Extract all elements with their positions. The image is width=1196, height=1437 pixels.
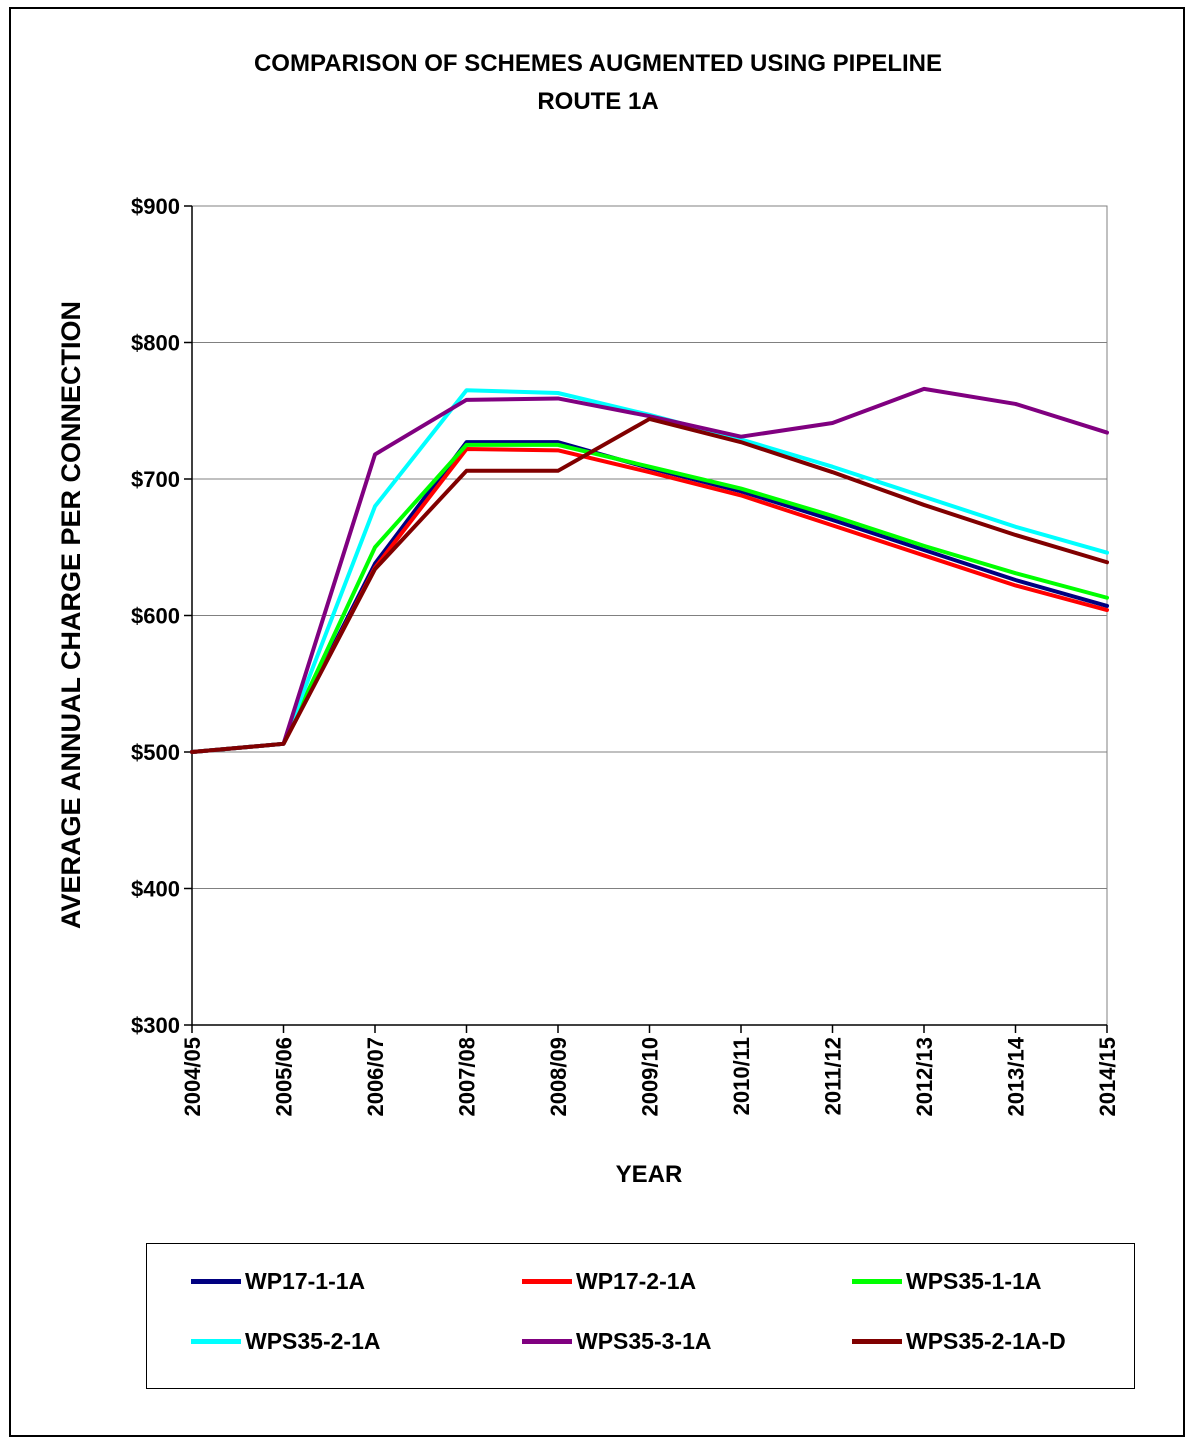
y-tick-label: $400	[131, 877, 180, 902]
series-line	[190, 442, 1109, 754]
legend-label: WPS35-3-1A	[576, 1327, 712, 1354]
legend-item: WPS35-1-1A	[852, 1266, 1041, 1296]
x-tick-label: 2005/06	[272, 1037, 297, 1117]
legend-item: WP17-2-1A	[522, 1266, 696, 1296]
legend-swatch	[852, 1338, 902, 1344]
series-line	[190, 386, 1109, 754]
y-tick-label: $600	[131, 604, 180, 629]
chart-frame	[9, 7, 1185, 1437]
y-tick-label: $900	[131, 194, 180, 219]
legend-swatch	[191, 1338, 241, 1344]
x-tick-label: 2008/09	[546, 1037, 571, 1117]
y-tick-label: $800	[131, 331, 180, 356]
legend-swatch	[852, 1278, 902, 1284]
legend-item: WPS35-2-1A-D	[852, 1326, 1066, 1356]
x-tick-label: 2014/15	[1095, 1037, 1120, 1117]
legend-swatch	[191, 1278, 241, 1284]
chart-title-line-1: COMPARISON OF SCHEMES AUGMENTED USING PI…	[253, 50, 943, 77]
x-tick-label: 2004/05	[180, 1037, 205, 1117]
x-tick-label: 2010/11	[729, 1037, 754, 1115]
legend-item: WPS35-3-1A	[522, 1326, 711, 1356]
x-axis-label: YEAR	[616, 1161, 683, 1188]
x-tick-label: 2009/10	[638, 1037, 663, 1117]
legend-label: WPS35-2-1A	[245, 1327, 381, 1354]
chart-title-line-2: ROUTE 1A	[537, 88, 659, 115]
legend-label: WPS35-2-1A-D	[906, 1327, 1066, 1354]
y-tick-label: $300	[131, 1013, 180, 1038]
legend-swatch	[522, 1278, 572, 1284]
legend-item: WPS35-2-1A	[191, 1326, 380, 1356]
y-tick-label: $500	[131, 740, 180, 765]
x-tick-label: 2011/12	[821, 1037, 846, 1115]
series-lines	[190, 386, 1109, 754]
x-tick-label: 2013/14	[1004, 1036, 1029, 1116]
x-tick-label: 2007/08	[455, 1037, 480, 1117]
series-line	[190, 416, 1109, 754]
gridlines	[192, 205, 1107, 889]
axes	[184, 205, 1108, 1033]
legend-label: WPS35-1-1A	[906, 1267, 1042, 1294]
legend-label: WP17-2-1A	[576, 1267, 697, 1294]
legend: WP17-1-1A WP17-2-1A WPS35-1-1A WPS35-2-1…	[146, 1243, 1135, 1389]
x-tick-label: 2006/07	[363, 1037, 388, 1117]
legend-swatch	[522, 1338, 572, 1344]
legend-item: WP17-1-1A	[191, 1266, 365, 1296]
y-tick-label: $700	[131, 467, 180, 492]
legend-label: WP17-1-1A	[245, 1267, 366, 1294]
x-tick-label: 2012/13	[912, 1037, 937, 1117]
y-axis-label: AVERAGE ANNUAL CHARGE PER CONNECTION	[56, 301, 86, 929]
tick-labels: $300 $400 $500 $600 $700 $800 $900 2004/05 2005/…	[131, 194, 1120, 1117]
